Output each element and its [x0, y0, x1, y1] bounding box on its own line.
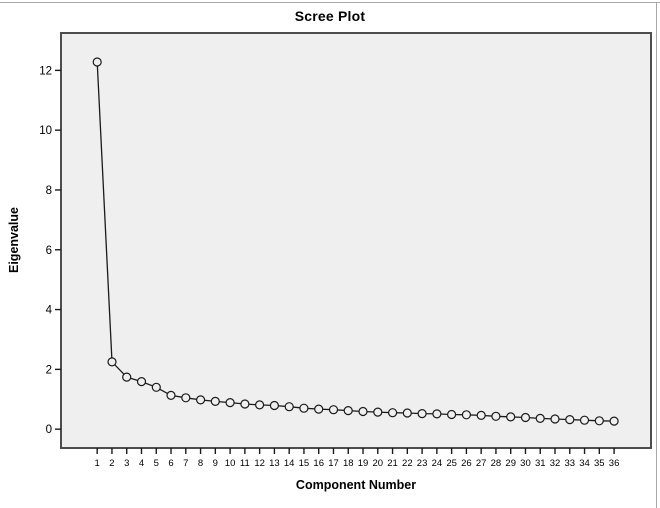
- data-point-marker: [432, 409, 442, 419]
- x-tick-label: 32: [550, 458, 561, 469]
- data-point-marker: [92, 57, 102, 67]
- x-tick-label: 12: [254, 458, 265, 469]
- x-tick-label: 20: [372, 458, 383, 469]
- y-tick-label: 4: [46, 305, 53, 317]
- x-tick-label: 35: [594, 458, 605, 469]
- y-tick-label: 0: [46, 424, 52, 436]
- data-point-marker: [388, 408, 398, 418]
- y-tick-label: 8: [46, 185, 52, 197]
- x-tick-label: 4: [139, 458, 144, 469]
- y-tick-label: 12: [39, 65, 52, 77]
- data-point-marker: [314, 404, 324, 414]
- x-axis-title: Component Number: [295, 478, 417, 492]
- data-point-marker: [269, 400, 279, 411]
- x-tick-label: 19: [358, 458, 369, 469]
- x-tick-label: 28: [491, 458, 502, 469]
- x-tick-label: 25: [446, 458, 457, 469]
- data-point-marker: [506, 412, 516, 422]
- data-point-marker: [358, 406, 368, 417]
- data-point-marker: [210, 396, 220, 406]
- data-point-marker: [373, 407, 383, 417]
- data-point-marker: [136, 377, 147, 387]
- y-tick-label: 10: [39, 125, 52, 137]
- x-tick-label: 34: [579, 458, 590, 469]
- data-point-marker: [402, 408, 412, 418]
- data-point-marker: [284, 402, 294, 412]
- chart-title: Scree Plot: [294, 8, 366, 24]
- data-point-marker: [491, 411, 501, 421]
- data-point-marker: [328, 405, 339, 415]
- x-tick-label: 36: [609, 458, 620, 469]
- plot-area: [60, 32, 652, 449]
- x-tick-label: 18: [343, 458, 354, 469]
- figure-border-top: [0, 2, 660, 3]
- x-tick-label: 21: [387, 458, 398, 469]
- data-point-marker: [550, 414, 560, 424]
- data-point-marker: [240, 399, 250, 409]
- figure-border-right: [656, 2, 657, 508]
- data-point-marker: [225, 398, 235, 408]
- data-point-marker: [565, 415, 575, 425]
- data-point-marker: [535, 413, 545, 423]
- x-tick-label: 3: [124, 458, 129, 469]
- y-tick-label: 6: [46, 245, 52, 257]
- data-point-marker: [520, 412, 531, 423]
- x-tick-label: 11: [240, 458, 250, 469]
- x-tick-label: 8: [198, 458, 203, 469]
- data-point-marker: [594, 416, 604, 426]
- data-point-marker: [579, 415, 590, 425]
- x-tick-label: 5: [154, 458, 159, 469]
- data-point-marker: [447, 409, 457, 420]
- data-point-marker: [417, 409, 427, 419]
- x-tick-label: 22: [402, 458, 413, 469]
- x-tick-label: 17: [328, 458, 339, 469]
- x-tick-label: 14: [284, 458, 295, 469]
- x-tick-label: 10: [225, 458, 236, 469]
- data-point-marker: [476, 410, 486, 420]
- data-point-marker: [461, 410, 471, 420]
- x-tick-label: 33: [564, 458, 575, 469]
- data-point-marker: [196, 395, 206, 405]
- x-tick-label: 27: [476, 458, 487, 469]
- x-tick-label: 24: [432, 458, 443, 469]
- data-point-marker: [151, 382, 161, 392]
- x-tick-label: 6: [168, 458, 173, 469]
- data-point-marker: [166, 390, 176, 400]
- data-point-marker: [609, 416, 619, 426]
- x-tick-label: 13: [269, 458, 280, 469]
- data-point-marker: [299, 403, 309, 413]
- x-tick-label: 29: [505, 458, 516, 469]
- data-point-marker: [343, 406, 353, 416]
- data-point-marker: [181, 393, 191, 403]
- x-tick-label: 15: [299, 458, 310, 469]
- data-point-marker: [122, 372, 132, 382]
- data-point-marker: [107, 357, 117, 367]
- x-tick-label: 2: [109, 458, 114, 469]
- x-tick-label: 30: [520, 458, 531, 469]
- x-tick-label: 23: [417, 458, 428, 469]
- x-tick-label: 16: [313, 458, 324, 469]
- x-tick-label: 26: [461, 458, 472, 469]
- data-point-marker: [255, 400, 265, 410]
- y-axis-title: Eigenvalue: [7, 207, 21, 273]
- y-tick-label: 2: [46, 364, 52, 376]
- x-tick-label: 9: [213, 458, 218, 469]
- x-tick-label: 1: [95, 458, 100, 469]
- x-tick-label: 7: [183, 458, 188, 469]
- x-tick-label: 31: [535, 458, 546, 469]
